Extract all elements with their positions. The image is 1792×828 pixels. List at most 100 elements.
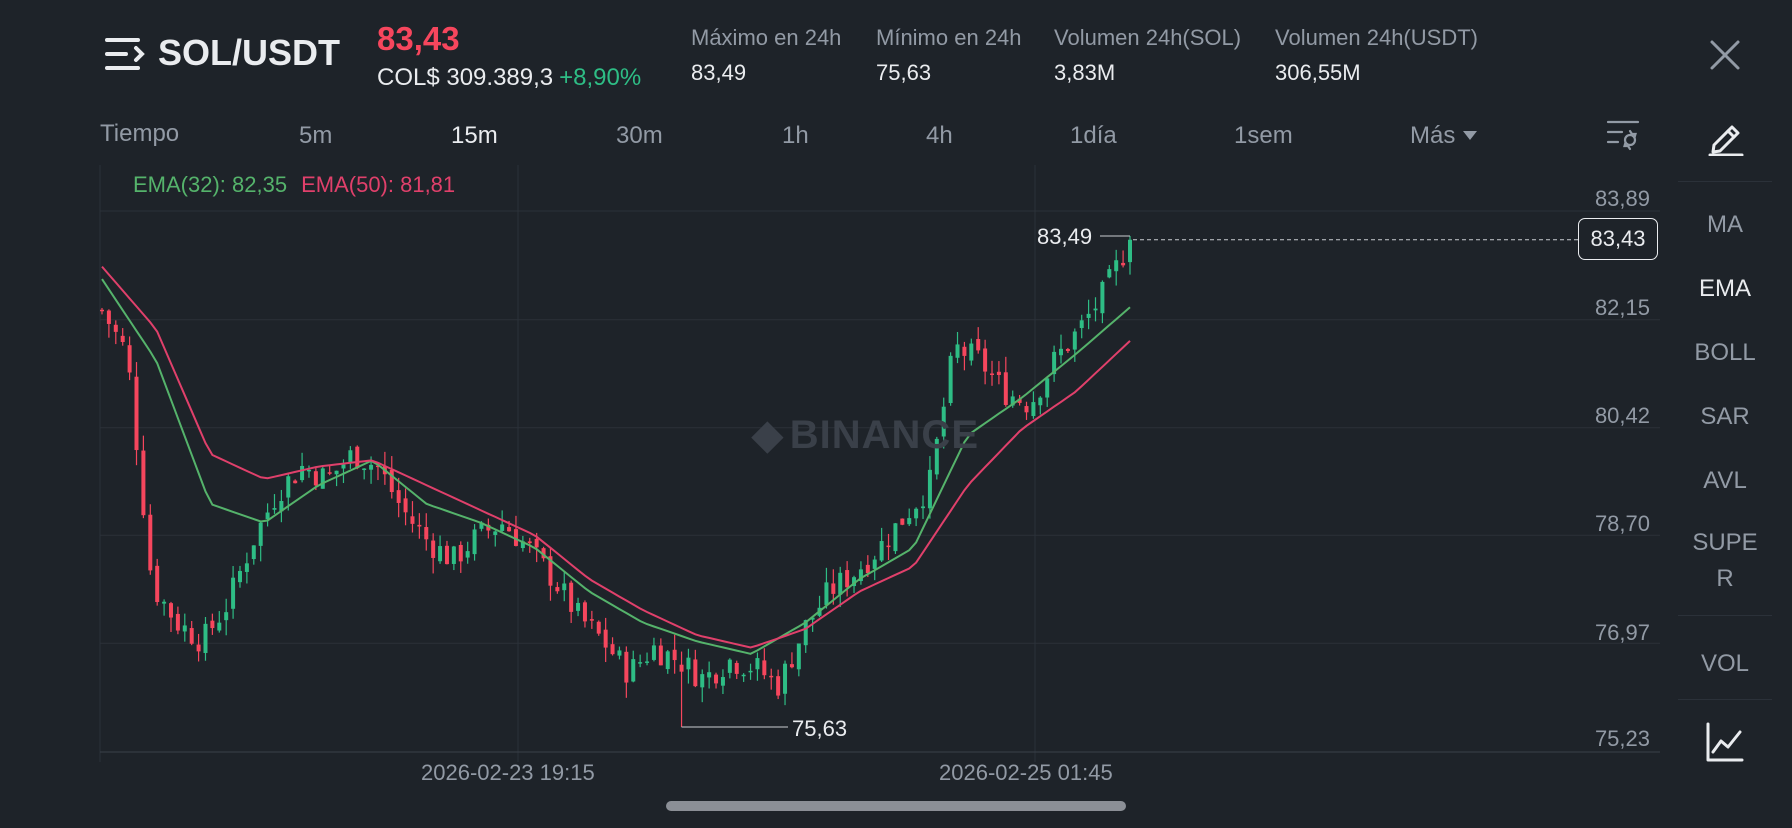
candle-body (624, 651, 629, 683)
candle-body (610, 644, 615, 655)
candle-body (879, 541, 884, 561)
line-chart-icon[interactable] (1706, 722, 1744, 762)
candle-body (465, 551, 470, 558)
candle-body (334, 470, 339, 475)
candle-body (824, 582, 829, 605)
ema-legend: EMA(32): 82,35 EMA(50): 81,81 (133, 172, 455, 198)
candle-body (589, 619, 594, 621)
candle-body (1017, 398, 1022, 403)
candle-body (569, 582, 574, 612)
candle-body (700, 674, 705, 688)
tab-1h[interactable]: 1h (782, 122, 809, 149)
candle-body (175, 613, 180, 631)
candle-body (872, 559, 877, 569)
candle-body (493, 531, 498, 535)
candle-body (251, 545, 256, 560)
pair-title[interactable]: SOL/USDT (158, 32, 341, 73)
candle-body (217, 622, 222, 631)
candle-body (182, 625, 187, 632)
candle-body (893, 523, 898, 552)
candle-body (541, 548, 546, 559)
stat-volume-sol: Volumen 24h(SOL) 3,83M (1054, 25, 1241, 86)
indicator-boll[interactable]: BOLL (1694, 339, 1756, 366)
pencil-icon[interactable] (1708, 118, 1744, 156)
tab-more[interactable]: Más (1410, 122, 1478, 150)
candle-body (810, 617, 815, 620)
indicator-vol[interactable]: VOL (1700, 650, 1750, 677)
candle-body (479, 522, 484, 529)
candle-body (265, 512, 270, 520)
ema32-label: EMA(32): 82,35 (133, 172, 288, 197)
candlestick-chart[interactable] (0, 160, 1680, 800)
indicator-ma[interactable]: MA (1707, 211, 1743, 238)
high-marker: 83,49 (1037, 224, 1093, 249)
sidebar-divider (1678, 699, 1772, 700)
candle-body (189, 628, 194, 644)
candle-body (306, 469, 311, 472)
price-change: +8,90% (559, 64, 642, 91)
candle-body (1003, 372, 1008, 405)
tab-5m[interactable]: 5m (299, 122, 333, 149)
candle-body (100, 309, 104, 312)
stat-label: Máximo en 24h (691, 25, 842, 50)
tab-1dia[interactable]: 1día (1070, 122, 1117, 149)
candle-body (955, 344, 960, 358)
indicator-sar[interactable]: SAR (1700, 403, 1750, 430)
tab-30m[interactable]: 30m (616, 122, 663, 149)
chart-settings-icon[interactable] (1606, 118, 1640, 152)
candle-body (714, 674, 719, 684)
candle-body (934, 438, 939, 475)
candle-body (562, 583, 567, 591)
candle-body (1100, 281, 1105, 314)
candle-body (727, 659, 732, 673)
sidebar-divider (1678, 615, 1772, 616)
indicator-avl[interactable]: AVL (1703, 467, 1747, 494)
candle-body (417, 524, 422, 527)
close-icon[interactable] (1708, 38, 1742, 72)
candle-body (293, 480, 298, 484)
y-tick: 76,97 (1594, 620, 1650, 645)
watermark-text: BINANCE (789, 413, 979, 457)
candle-body (1093, 308, 1098, 311)
x-label: 2026-02-25 01:45 (939, 760, 1113, 785)
stat-value: 83,49 (691, 60, 747, 85)
candle-body (858, 569, 863, 582)
candle-body (576, 602, 581, 611)
time-label: Tiempo (100, 120, 180, 147)
tab-15m[interactable]: 15m (451, 122, 498, 149)
candle-body (983, 348, 988, 372)
fiat-price-row: COL$ 309.389,3 +8,90% (377, 64, 641, 92)
x-label: 2026-02-23 19:15 (421, 760, 595, 785)
indicator-super[interactable]: SUPE R (1645, 529, 1792, 593)
tab-1sem[interactable]: 1sem (1234, 122, 1293, 149)
candle-body (507, 527, 512, 532)
y-tick: 83,89 (1594, 186, 1650, 211)
candle-body (375, 465, 380, 468)
stat-value: 3,83M (1054, 60, 1116, 85)
candle-body (1065, 348, 1070, 352)
candle-body (231, 577, 236, 609)
candle-body (1079, 320, 1084, 329)
candle-body (286, 476, 291, 498)
candle-body (582, 602, 587, 622)
candle-body (631, 659, 636, 682)
candle-body (534, 538, 539, 548)
candle-body (210, 620, 215, 629)
candle-body (990, 373, 995, 375)
candle-body (438, 546, 443, 562)
menu-icon[interactable] (104, 34, 148, 74)
candle-body (424, 527, 429, 540)
candle-body (120, 335, 125, 343)
last-price: 83,43 (377, 20, 460, 57)
indicator-ema[interactable]: EMA (1698, 275, 1751, 302)
stat-low-24h: Mínimo en 24h 75,63 (876, 25, 1022, 86)
tab-4h[interactable]: 4h (926, 122, 953, 149)
candle-body (555, 587, 560, 592)
candle-body (769, 675, 774, 678)
candle-body (1121, 262, 1126, 266)
candle-body (845, 570, 850, 588)
candle-body (852, 577, 857, 587)
candle-body (320, 468, 325, 489)
candle-body (237, 570, 242, 583)
candle-body (196, 644, 201, 652)
